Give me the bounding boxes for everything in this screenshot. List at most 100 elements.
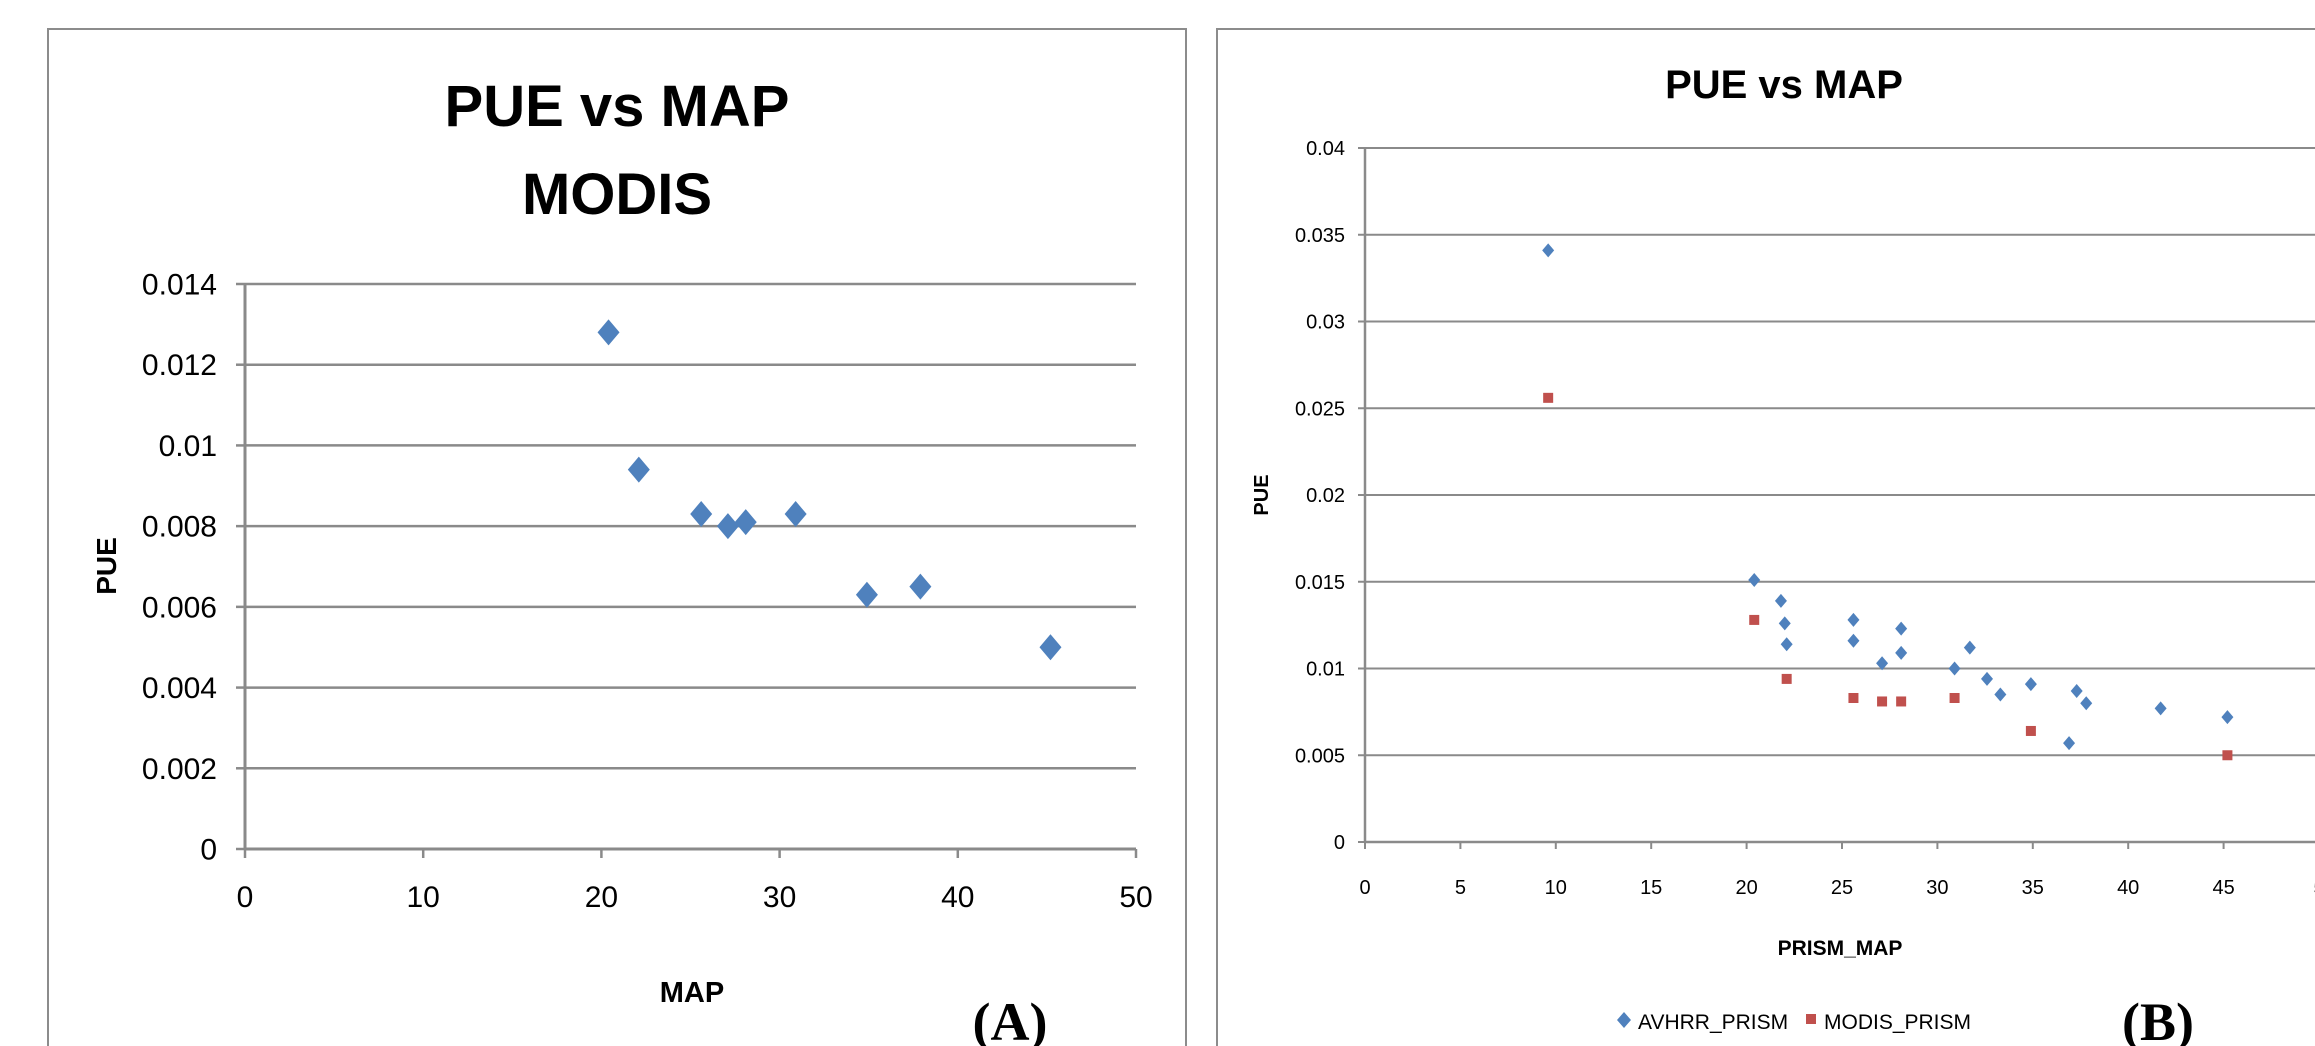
y-tick-label: 0.002 <box>142 753 217 786</box>
y-tick-label: 0 <box>200 834 217 867</box>
data-point <box>1896 696 1907 707</box>
x-tick-label: 40 <box>941 881 974 914</box>
x-tick-label: 50 <box>1119 881 1152 914</box>
data-point <box>1778 616 1791 631</box>
legend-label-modis-prism: MODIS_PRISM <box>1824 1011 1971 1034</box>
y-tick-label: 0.012 <box>142 349 217 382</box>
legend-marker-avhrr-prism <box>1617 1012 1631 1028</box>
data-point <box>2222 750 2233 761</box>
data-point <box>1543 392 1554 403</box>
chart-b: PUE vs MAP 00.0050.010.0150.020.0250.030… <box>1216 28 2315 1046</box>
y-tick-label: 0.035 <box>1295 225 1345 247</box>
y-tick-label: 0.01 <box>1306 659 1345 681</box>
data-point <box>1847 633 1860 648</box>
chart-b-frame <box>1216 28 2315 1046</box>
chart-b-axes <box>1358 147 2315 849</box>
chart-a-points <box>597 319 1062 661</box>
data-point <box>1895 621 1908 636</box>
chart-a-axes <box>236 282 1138 858</box>
x-tick-label: 25 <box>1831 877 1853 899</box>
x-tick-label: 10 <box>1545 877 1567 899</box>
data-point <box>2221 710 2234 725</box>
y-tick-label: 0.008 <box>142 511 217 544</box>
chart-a-y-axis-label: PUE <box>91 537 122 595</box>
data-point <box>1780 637 1793 652</box>
chart-b-gridlines <box>1365 147 2315 757</box>
data-point <box>1895 645 1908 660</box>
chart-b-x-axis-label: PRISM_MAP <box>1778 937 1903 960</box>
data-point <box>734 509 757 536</box>
data-point <box>627 456 650 483</box>
chart-b-legend: AVHRR_PRISM MODIS_PRISM <box>1617 1011 1971 1034</box>
chart-a: PUE vs MAP MODIS 0 0.002 0.004 0.006 0.008 0.… <box>47 28 1187 1046</box>
data-point <box>1963 640 1976 655</box>
y-tick-label: 0.014 <box>142 269 217 302</box>
data-point <box>1039 634 1062 661</box>
data-point <box>1774 593 1787 608</box>
data-point <box>1781 673 1792 684</box>
y-tick-label: 0.004 <box>142 672 217 705</box>
chart-b-title: PUE vs MAP <box>1665 63 1903 107</box>
data-point <box>909 573 932 600</box>
data-point <box>2070 684 2083 699</box>
y-tick-label: 0.02 <box>1306 485 1345 507</box>
data-point <box>1948 661 1961 676</box>
chart-b-y-tick-labels: 0 0.005 0.01 0.015 0.02 0.025 0.03 0.035 0.04 <box>1295 138 1345 854</box>
data-point <box>1981 671 1994 686</box>
y-tick-label: 0.01 <box>159 430 217 463</box>
x-tick-label: 30 <box>1926 877 1948 899</box>
y-tick-label: 0.025 <box>1295 398 1345 420</box>
chart-a-x-tick-labels: 0 10 20 30 40 50 <box>237 881 1153 914</box>
data-point <box>1748 573 1761 588</box>
chart-b-y-axis-label: PUE <box>1251 474 1273 515</box>
data-point <box>1749 614 1760 625</box>
x-tick-label: 40 <box>2117 877 2139 899</box>
data-point <box>2154 701 2167 716</box>
data-point <box>1542 243 1555 258</box>
data-point <box>2063 736 2076 751</box>
chart-b-panel-label: (B) <box>2122 992 2194 1046</box>
data-point <box>716 513 739 540</box>
data-point <box>855 581 878 608</box>
x-tick-label: 15 <box>1640 877 1662 899</box>
data-point <box>784 501 807 528</box>
x-tick-label: 0 <box>237 881 254 914</box>
y-tick-label: 0.005 <box>1295 745 1345 767</box>
x-tick-label: 5 <box>1455 877 1466 899</box>
x-tick-label: 5 <box>2313 877 2315 899</box>
x-tick-label: 30 <box>763 881 796 914</box>
x-tick-label: 20 <box>1735 877 1757 899</box>
chart-b-points <box>1542 243 2234 761</box>
legend-label-avhrr-prism: AVHRR_PRISM <box>1638 1011 1788 1034</box>
data-point <box>2080 696 2093 711</box>
data-point <box>2025 725 2036 736</box>
data-point <box>1994 687 2007 702</box>
x-tick-label: 45 <box>2212 877 2234 899</box>
data-point <box>1848 692 1859 703</box>
chart-a-panel-label: (A) <box>973 992 1048 1046</box>
data-point <box>2024 677 2037 692</box>
chart-b-x-tick-labels: 0 5 10 15 20 25 30 35 40 45 5 <box>1359 877 2315 899</box>
chart-a-x-axis-label: MAP <box>660 977 724 1009</box>
y-tick-label: 0.04 <box>1306 138 1345 160</box>
legend-marker-modis-prism <box>1806 1014 1816 1024</box>
y-tick-label: 0.015 <box>1295 572 1345 594</box>
data-point <box>1949 692 1960 703</box>
x-tick-label: 35 <box>2022 877 2044 899</box>
chart-a-title: PUE vs MAP <box>445 74 790 139</box>
data-point <box>597 319 620 346</box>
x-tick-label: 10 <box>407 881 440 914</box>
x-tick-label: 0 <box>1359 877 1370 899</box>
y-tick-label: 0.006 <box>142 591 217 624</box>
chart-a-subtitle: MODIS <box>522 162 712 227</box>
y-tick-label: 0 <box>1334 832 1345 854</box>
y-tick-label: 0.03 <box>1306 312 1345 334</box>
data-point <box>1877 696 1888 707</box>
chart-a-y-tick-labels: 0 0.002 0.004 0.006 0.008 0.01 0.012 0.014 <box>142 269 217 867</box>
data-point <box>1847 612 1860 627</box>
data-point <box>690 501 713 528</box>
chart-a-gridlines <box>245 282 1136 770</box>
chart-a-frame <box>47 28 1187 1046</box>
data-point <box>1876 656 1889 671</box>
